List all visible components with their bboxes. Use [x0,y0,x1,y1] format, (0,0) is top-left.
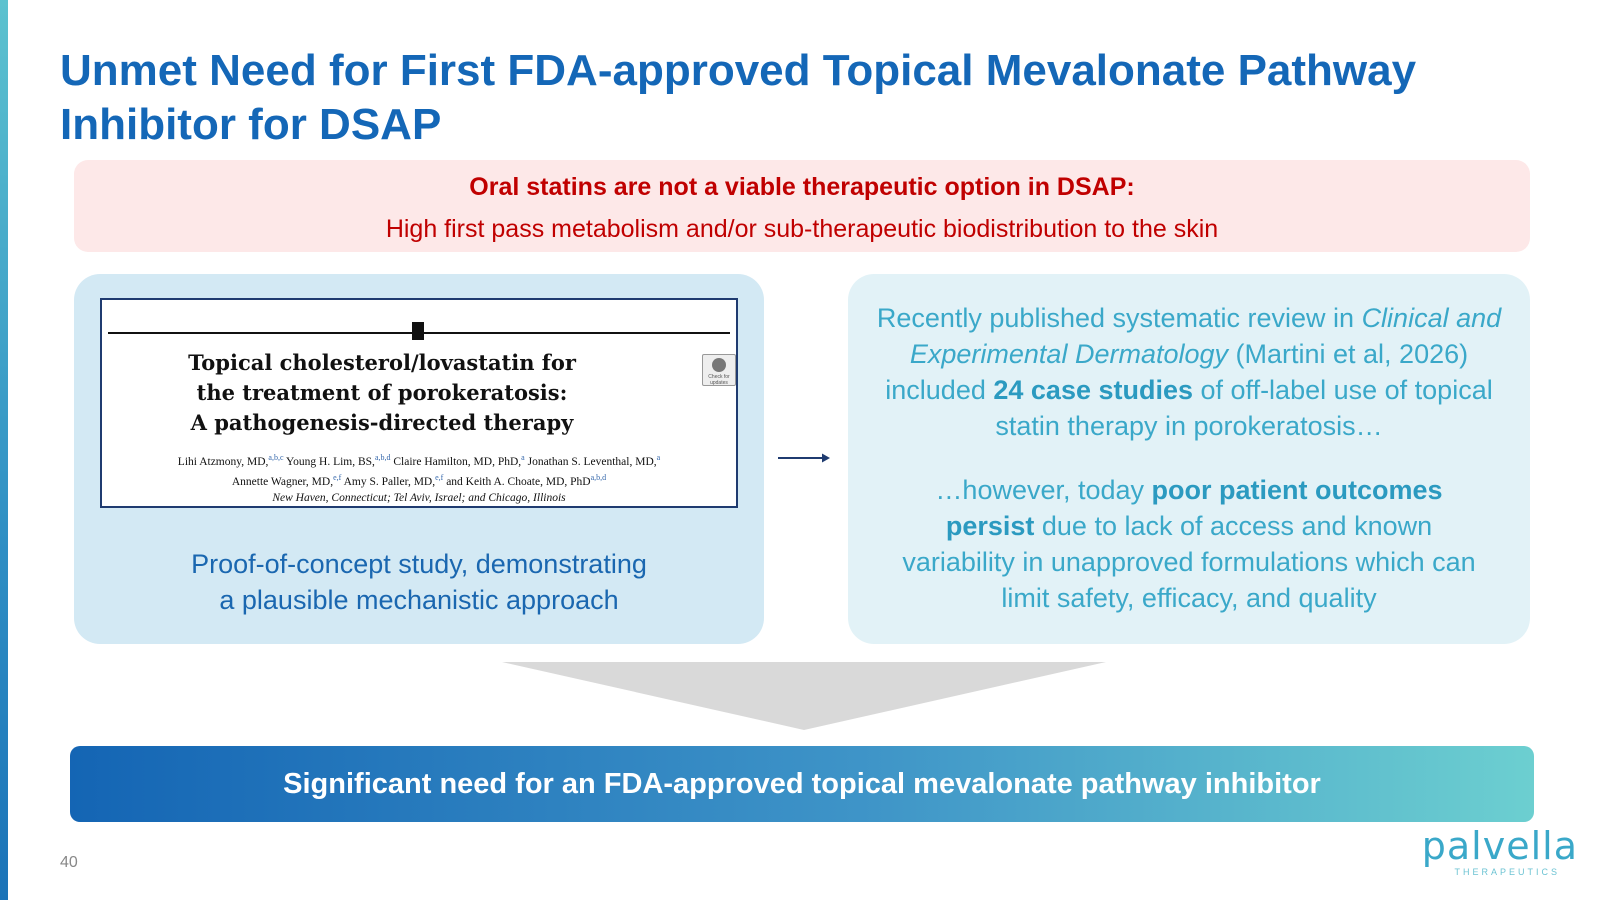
author-affiliation: a,b,c [268,453,284,462]
left-caption-line: a plausible mechanistic approach [219,585,619,615]
author-affiliation: e,f [435,472,444,482]
check-badge-label: Check for updates [708,374,730,386]
author-affiliation: a,b,d [374,453,391,462]
check-for-updates-icon: Check for updates [702,354,736,386]
left-caption-line: Proof-of-concept study, demonstrating [191,549,647,579]
left-accent-bar [0,0,8,900]
arrow-right-icon [778,453,830,463]
paper-authors: Lihi Atzmony, MD,a,b,c Young H. Lim, BS,… [102,450,736,506]
slide-title: Unmet Need for First FDA-approved Topica… [60,46,1417,149]
author-line-2: Annette Wagner, MD,e,f Amy S. Paller, MD… [102,470,736,490]
journal-name: Clinical and Experimental Dermatology [909,303,1502,369]
review-summary: Recently published systematic review in … [876,303,1502,441]
paper-square-marker [412,322,424,340]
paper-title-line: A pathogenesis-directed therapy [190,410,574,435]
banner-subtext: High first pass metabolism and/or sub-th… [385,215,1219,243]
author-name: and Keith A. Choate, MD, PhD [446,475,591,488]
author-affiliation: e,f [333,472,342,482]
author-name: Claire Hamilton, MD, PhD, [393,455,522,468]
outcomes-summary: …however, today poor patient outcomes pe… [902,475,1476,613]
paper-excerpt: Topical cholesterol/lovastatin for the t… [100,298,738,508]
page-number: 40 [60,854,78,871]
paper-title: Topical cholesterol/lovastatin for the t… [102,348,662,438]
company-logo: palvella THERAPEUTICS [1416,826,1578,878]
conclusion-bar: Significant need for an FDA-approved top… [70,746,1534,822]
paper-title-line: the treatment of porokeratosis: [196,380,568,405]
author-affiliation: a [521,453,525,462]
banner-heading: Oral statins are not a viable therapeuti… [469,173,1135,201]
left-panel: Topical cholesterol/lovastatin for the t… [74,274,764,644]
right-panel: Recently published systematic review in … [848,274,1530,644]
author-name: Amy S. Paller, MD, [343,475,436,488]
author-affiliation: a [656,453,661,462]
left-caption: Proof-of-concept study, demonstrating a … [74,546,764,618]
paper-location: New Haven, Connecticut; Tel Aviv, Israel… [272,491,566,504]
author-affiliation: a,b,d [590,472,607,482]
outcomes-highlight: poor patient outcomes persist [945,475,1443,541]
paper-title-line: Topical cholesterol/lovastatin for [188,350,576,375]
author-name: Annette Wagner, MD, [231,475,334,488]
alert-banner: Oral statins are not a viable therapeuti… [74,160,1530,252]
author-name: Young H. Lim, BS, [285,455,375,468]
author-name: Jonathan S. Leventhal, MD, [527,455,657,468]
case-count-highlight: 24 case studies [993,375,1194,405]
logo-tagline: THERAPEUTICS [1454,867,1560,877]
logo-wordmark: palvella [1421,824,1578,868]
author-line-1: Lihi Atzmony, MD,a,b,c Young H. Lim, BS,… [102,450,736,470]
author-name: Lihi Atzmony, MD, [177,455,269,468]
funnel-arrow-icon [502,662,1106,730]
